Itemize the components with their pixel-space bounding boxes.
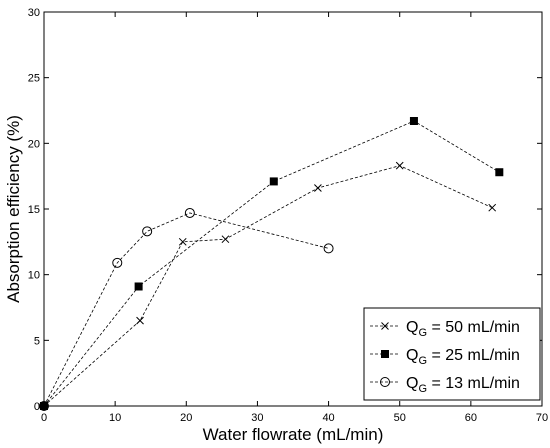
y-axis-label: Absorption efficiency (%) <box>4 115 23 303</box>
x-tick-label: 70 <box>536 412 548 424</box>
legend-label-q: Q <box>406 375 418 392</box>
legend-label-value: = 25 mL/min <box>427 347 520 364</box>
data-point-circle <box>142 226 153 237</box>
y-tick-label: 10 <box>28 270 40 282</box>
x-axis-label: Water flowrate (mL/min) <box>203 425 384 444</box>
x-tick-label: 0 <box>41 412 47 424</box>
data-point-x <box>221 235 230 244</box>
data-point-x <box>395 161 404 170</box>
series-circle <box>39 207 334 411</box>
legend-label: QG = 13 mL/min <box>406 375 520 395</box>
data-point-square <box>269 177 278 186</box>
legend-label: QG = 25 mL/min <box>406 347 520 367</box>
data-point-circle <box>39 401 49 411</box>
x-tick-label: 40 <box>322 412 334 424</box>
legend-label-value: = 50 mL/min <box>427 319 520 336</box>
y-tick-label: 25 <box>28 73 40 85</box>
legend-marker-x <box>381 322 389 330</box>
series-line <box>43 212 329 407</box>
data-point-circle <box>323 243 334 254</box>
series-x <box>40 161 497 410</box>
data-point-square <box>495 168 504 177</box>
data-point-x <box>488 203 497 212</box>
x-tick-label: 10 <box>109 412 121 424</box>
legend-marker-square <box>381 350 389 358</box>
legend-marker-circle <box>380 377 390 387</box>
x-tick-label: 60 <box>465 412 477 424</box>
data-point-circle <box>112 257 123 268</box>
x-tick-label: 30 <box>251 412 263 424</box>
x-axis-ticks: 0 10 20 30 40 50 60 70 <box>41 12 548 424</box>
legend-label-subscript: G <box>418 355 427 367</box>
y-tick-label: 0 <box>34 401 40 413</box>
legend-label-value: = 13 mL/min <box>427 375 520 392</box>
x-tick-label: 20 <box>180 412 192 424</box>
data-point-square <box>409 117 418 126</box>
series-layer <box>39 117 504 411</box>
y-tick-label: 15 <box>28 204 40 216</box>
y-tick-label: 30 <box>28 7 40 19</box>
data-point-circle <box>184 207 195 218</box>
legend-box <box>363 307 541 401</box>
data-point-x <box>314 184 322 192</box>
legend-label-q: Q <box>406 347 418 364</box>
legend-label: QG = 50 mL/min <box>406 319 520 339</box>
legend-label-q: Q <box>406 319 418 336</box>
y-tick-label: 5 <box>34 335 40 347</box>
data-point-square <box>134 282 143 291</box>
y-axis-ticks: 0 5 10 15 20 25 30 <box>28 7 542 413</box>
series-line <box>43 120 500 407</box>
data-point-x <box>178 237 187 246</box>
x-tick-label: 50 <box>394 412 406 424</box>
data-point-x <box>136 316 144 325</box>
legend-label-subscript: G <box>418 383 427 395</box>
legend-label-subscript: G <box>418 327 427 339</box>
y-tick-label: 20 <box>28 138 40 150</box>
